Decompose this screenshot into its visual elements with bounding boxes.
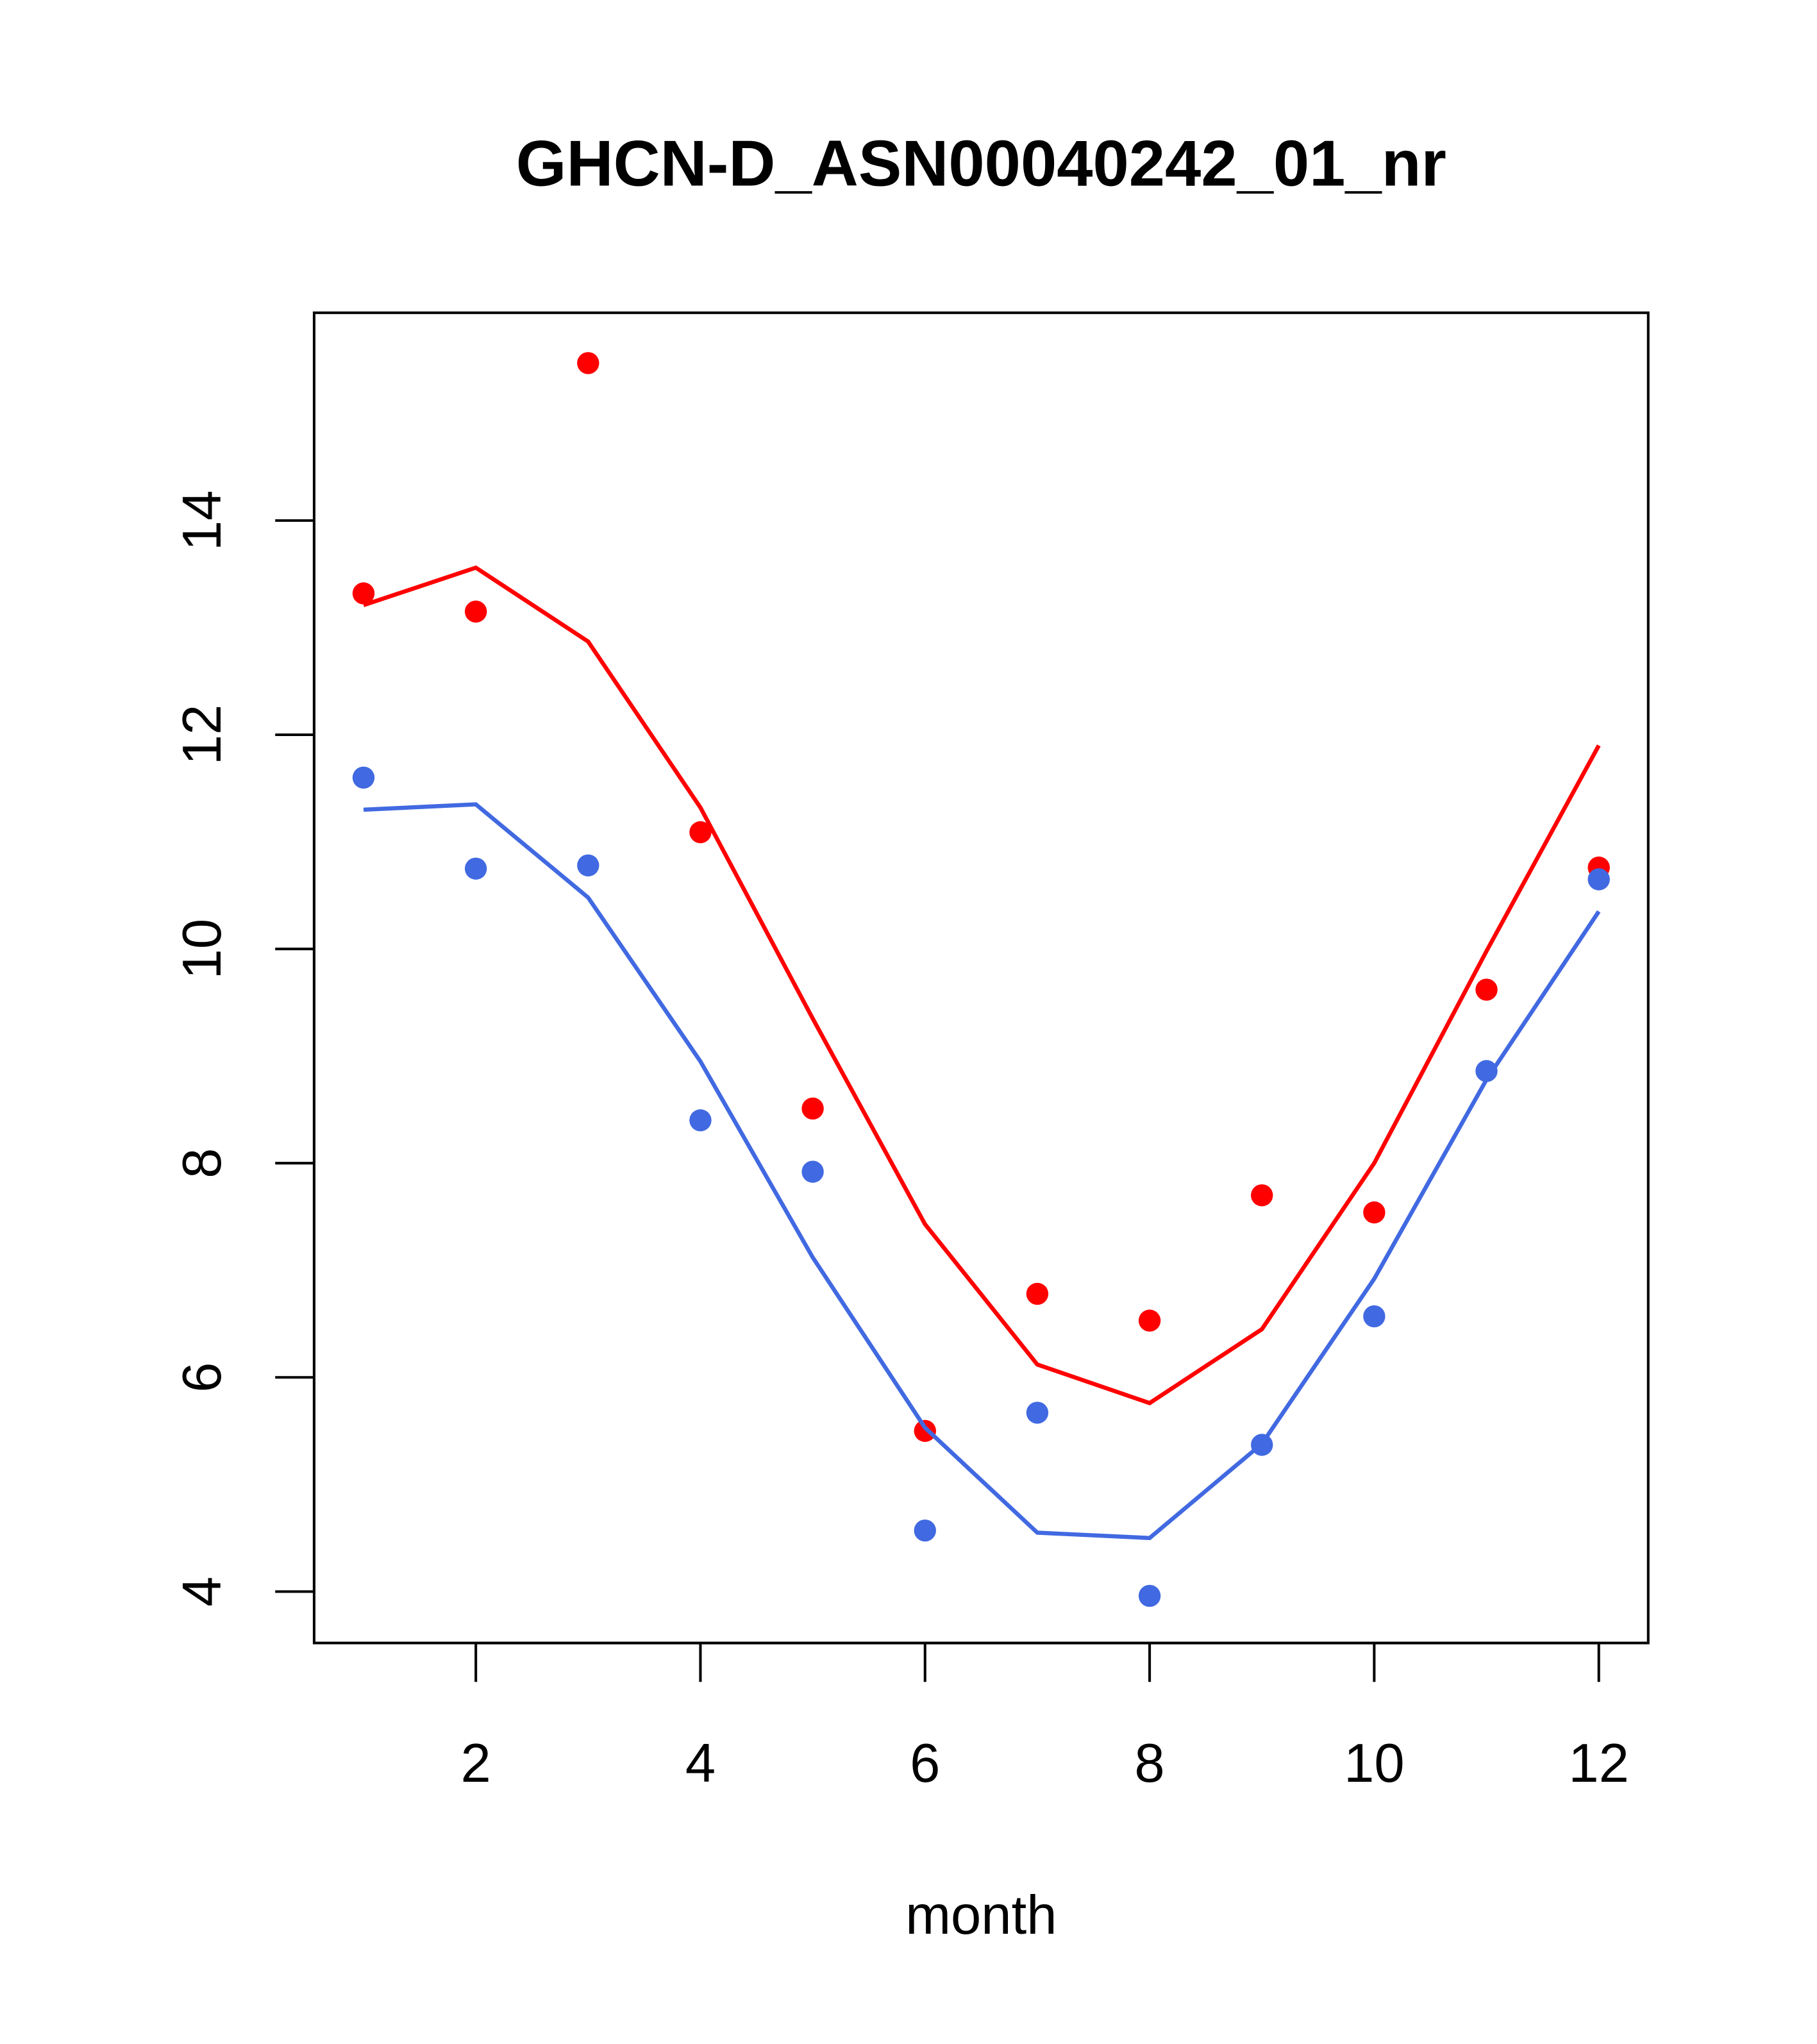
data-point	[577, 352, 599, 374]
chart-title: GHCN-D_ASN00040242_01_nr	[516, 127, 1446, 199]
data-point	[1138, 1309, 1161, 1332]
data-point	[1475, 1060, 1498, 1082]
x-tick-label: 8	[1134, 1733, 1164, 1794]
data-point	[1363, 1305, 1386, 1328]
y-tick-label: 12	[172, 705, 233, 766]
data-point	[1026, 1402, 1049, 1424]
x-tick-label: 12	[1568, 1733, 1629, 1794]
y-tick-label: 6	[172, 1362, 233, 1393]
data-point	[352, 766, 375, 789]
series-layer	[352, 352, 1610, 1607]
series-line	[362, 565, 1601, 1405]
data-point	[464, 600, 487, 623]
data-point	[577, 854, 599, 876]
data-point	[689, 1109, 712, 1132]
series-blue-line	[363, 802, 1601, 1541]
data-point	[914, 1519, 936, 1542]
data-point	[914, 1420, 936, 1442]
x-axis: 2 4 6 8 10 12	[461, 1641, 1629, 1794]
data-point	[1138, 1584, 1161, 1607]
data-point	[801, 1160, 824, 1183]
x-axis-label: month	[905, 1885, 1057, 1946]
data-point	[1363, 1201, 1386, 1224]
data-point	[464, 857, 487, 880]
series-blue-points	[352, 766, 1610, 1607]
data-point	[1026, 1282, 1049, 1305]
data-point	[801, 1097, 824, 1120]
y-tick-label: 14	[172, 490, 233, 551]
x-tick-label: 6	[910, 1733, 940, 1794]
x-tick-label: 4	[685, 1733, 716, 1794]
data-point	[1587, 868, 1610, 891]
data-point	[352, 582, 375, 605]
data-point	[1475, 978, 1498, 1001]
series-line	[363, 802, 1601, 1541]
x-tick-label: 2	[461, 1733, 491, 1794]
x-tick-label: 10	[1344, 1733, 1405, 1794]
data-point	[689, 821, 712, 844]
y-tick-label: 8	[172, 1148, 233, 1178]
series-red-points	[352, 352, 1610, 1442]
y-axis: 4 6 8 10 12 14	[172, 490, 315, 1607]
y-tick-label: 4	[172, 1577, 233, 1607]
y-tick-label: 10	[172, 919, 233, 980]
data-point	[1251, 1184, 1273, 1207]
plot-frame	[312, 311, 1650, 1645]
series-red-line	[362, 565, 1601, 1405]
